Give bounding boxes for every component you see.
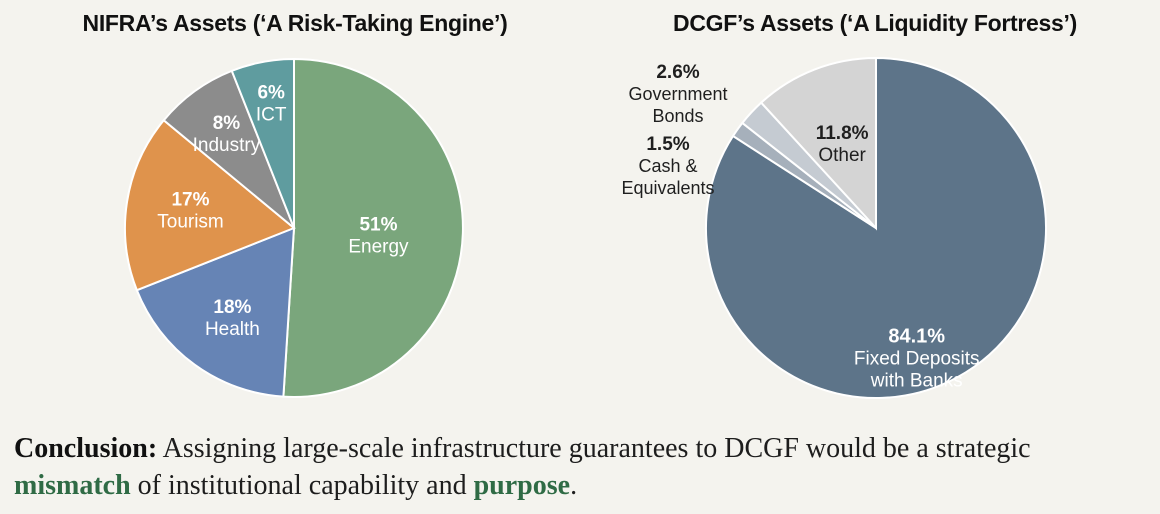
slice-ict-category-label: ICT	[256, 104, 287, 125]
slice-cash-equivalents-category-label: Cash &	[638, 156, 697, 176]
slice-fixed-deposits-with-banks-category-label: with Banks	[870, 371, 963, 392]
slice-ict-value-label: 6%	[257, 82, 285, 103]
slice-energy-category-label: Energy	[348, 237, 409, 258]
conclusion-lead: Conclusion:	[14, 433, 158, 464]
slice-other-value-label: 11.8%	[816, 123, 869, 144]
conclusion-part-3: .	[570, 470, 578, 501]
slice-cash-equivalents-value-label: 1.5%	[646, 134, 689, 155]
slice-cash-equivalents-category-label: Equivalents	[621, 178, 714, 198]
pie-slice-fixed-deposits-with-banks	[705, 56, 1047, 399]
nifra-pie: 51%Energy 18%Health 17%Tourism 8%Industry 6%…	[124, 57, 464, 398]
slice-government-bonds-category-label: Government	[628, 84, 727, 104]
slice-fixed-deposits-with-banks-category-label: Fixed Deposits	[854, 349, 980, 370]
slice-government-bonds-category-label: Bonds	[652, 106, 703, 126]
slice-health-category-label: Health	[205, 319, 260, 340]
conclusion-part-1: Assigning large-scale infrastructure gua…	[157, 433, 1031, 464]
pie-slice-other	[759, 56, 877, 231]
slice-government-bonds-value-label: 2.6%	[656, 62, 699, 83]
conclusion-highlight-mismatch: mismatch	[14, 470, 131, 501]
pie-slice-health	[135, 226, 296, 398]
dcgf-chart-title: DCGF’s Assets (‘A Liquidity Fortress’)	[673, 10, 1077, 36]
pie-slice-tourism	[124, 118, 296, 292]
pie-slice-ict	[230, 57, 295, 229]
slice-energy-value-label: 51%	[359, 215, 397, 236]
conclusion-part-2: of institutional capability and	[130, 470, 474, 501]
slice-industry-value-label: 8%	[213, 113, 241, 134]
slice-tourism-value-label: 17%	[171, 190, 209, 211]
nifra-chart-title: NIFRA’s Assets (‘A Risk-Taking Engine’)	[82, 10, 508, 36]
slice-tourism-category-label: Tourism	[157, 212, 224, 233]
slice-health-value-label: 18%	[213, 297, 251, 318]
conclusion-highlight-purpose: purpose	[473, 470, 571, 501]
pie-slice-energy	[282, 57, 464, 398]
slice-industry-category-label: Industry	[193, 135, 261, 156]
slice-other-category-label: Other	[818, 145, 866, 166]
slice-fixed-deposits-with-banks-value-label: 84.1%	[888, 326, 945, 348]
conclusion-text: Conclusion: Assigning large-scale infras…	[14, 430, 1154, 504]
